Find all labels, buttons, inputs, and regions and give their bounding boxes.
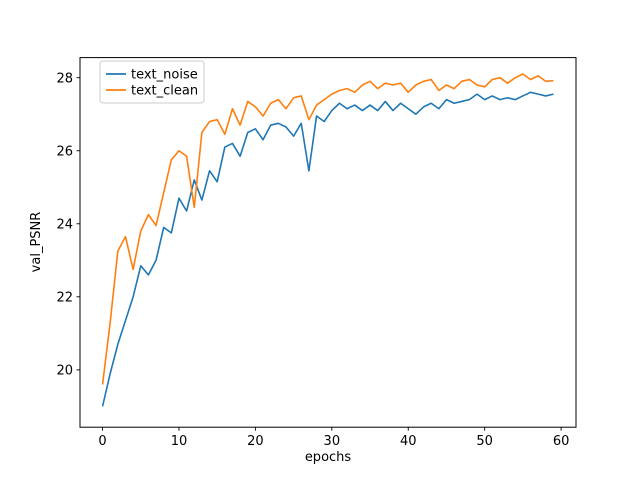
- x-tick-label: 30: [324, 434, 341, 449]
- legend-item-label: text_clean: [131, 84, 198, 99]
- x-axis-label: epochs: [305, 450, 352, 465]
- x-axis-ticks: 0 10 20 30 40 50 60: [98, 427, 569, 449]
- series-line-text_clean: [101, 73, 554, 385]
- legend-box: [99, 60, 205, 104]
- y-tick-label: 20: [56, 363, 73, 378]
- plot-area: [79, 57, 577, 428]
- x-tick-label: 50: [476, 434, 493, 449]
- x-tick-label: 10: [171, 434, 188, 449]
- y-axis-label: val_PSNR: [29, 212, 44, 273]
- legend-item-label: text_noise: [131, 68, 198, 83]
- series-line-text_noise: [101, 91, 554, 407]
- y-tick-label: 28: [56, 71, 73, 86]
- x-tick-label: 60: [553, 434, 570, 449]
- x-tick-label: 20: [247, 434, 264, 449]
- y-axis-ticks: 20 22 24 26 28: [56, 71, 80, 378]
- y-tick-label: 24: [56, 217, 73, 232]
- y-tick-label: 22: [56, 290, 73, 305]
- series-group: [101, 73, 554, 407]
- x-tick-label: 40: [400, 434, 417, 449]
- x-tick-label: 0: [98, 434, 106, 449]
- y-tick-label: 26: [56, 144, 73, 159]
